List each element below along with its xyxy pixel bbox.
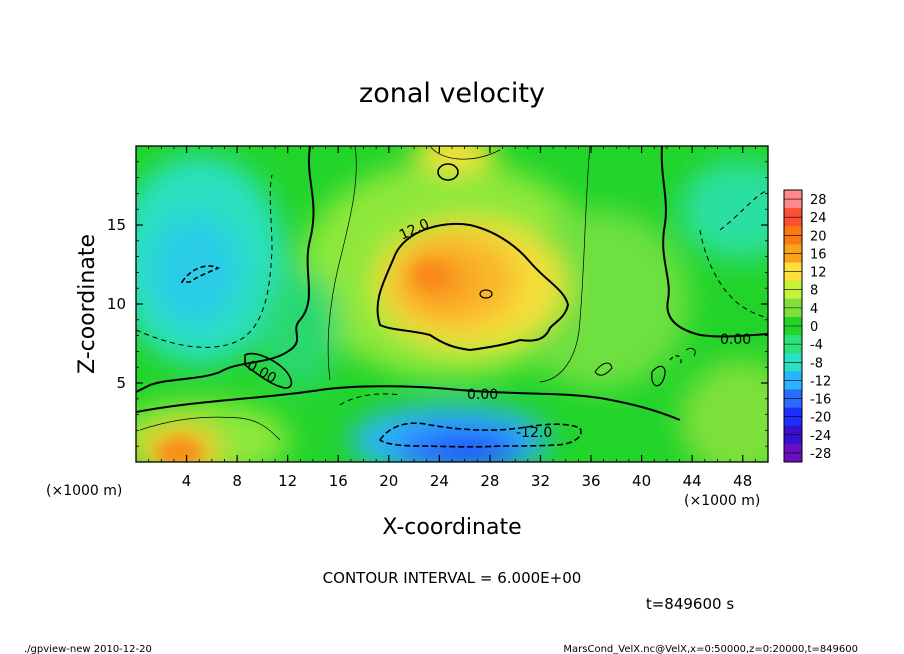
colorbar-label: 24 — [810, 211, 827, 226]
colorbar-label: -20 — [810, 411, 831, 426]
contour-label-zero-center: 0.00 — [467, 387, 498, 403]
chart-title: zonal velocity — [359, 78, 545, 109]
colorbar-label: 4 — [810, 302, 818, 317]
colorbar-label: 12 — [810, 266, 827, 281]
time-stamp-text: t=849600 s — [646, 595, 734, 613]
x-unit-label-right: (×1000 m) — [684, 493, 760, 509]
x-axis-ticks: 4 8 12 16 20 24 28 32 36 40 44 48 — [148, 146, 756, 490]
colorbar-label: 28 — [810, 193, 827, 208]
x-tick-label: 4 — [182, 472, 192, 490]
heatmap-field — [136, 146, 768, 462]
x-tick-label: 24 — [430, 472, 449, 490]
x-tick-label: 44 — [683, 472, 702, 490]
x-unit-label-left: (×1000 m) — [46, 483, 122, 499]
x-tick-label: 36 — [581, 472, 600, 490]
colorbar-label: 16 — [810, 247, 827, 262]
x-tick-label: 20 — [379, 472, 398, 490]
x-axis-title: X-coordinate — [382, 515, 521, 540]
colorbar-label: -28 — [810, 447, 831, 462]
x-tick-label: 16 — [329, 472, 348, 490]
colorbar-label: -12 — [810, 374, 831, 389]
colorbar-label: 8 — [810, 284, 818, 299]
colorbar-label: -8 — [810, 356, 823, 371]
y-tick-label: 5 — [116, 374, 126, 392]
x-tick-label: 12 — [278, 472, 297, 490]
colorbar-label: -16 — [810, 393, 831, 408]
colorbar-label: 0 — [810, 320, 818, 335]
x-tick-label: 32 — [531, 472, 550, 490]
y-axis-ticks: 5 10 15 — [107, 161, 768, 447]
colorbar-label: -24 — [810, 429, 831, 444]
x-tick-label: 40 — [632, 472, 651, 490]
colorbar: 28 24 20 16 12 8 4 0 -4 -8 -12 -16 -20 -24 -28 — [783, 189, 831, 463]
footer-left-text: ./gpview-new 2010-12-20 — [24, 644, 152, 654]
contour-label-neg12: -12.0 — [516, 425, 552, 441]
y-tick-label: 15 — [107, 216, 126, 234]
colorbar-label: 20 — [810, 229, 827, 244]
x-tick-label: 48 — [733, 472, 752, 490]
footer-right-text: MarsCond_VelX.nc@VelX,x=0:50000,z=0:2000… — [563, 644, 858, 654]
contour-label-zero-right: 0.00 — [720, 332, 751, 348]
y-axis-title: Z-coordinate — [75, 234, 100, 374]
contour-interval-text: CONTOUR INTERVAL = 6.000E+00 — [323, 569, 582, 587]
y-tick-label: 10 — [107, 295, 126, 313]
colorbar-label: -4 — [810, 338, 823, 353]
x-tick-label: 28 — [480, 472, 499, 490]
x-tick-label: 8 — [232, 472, 242, 490]
